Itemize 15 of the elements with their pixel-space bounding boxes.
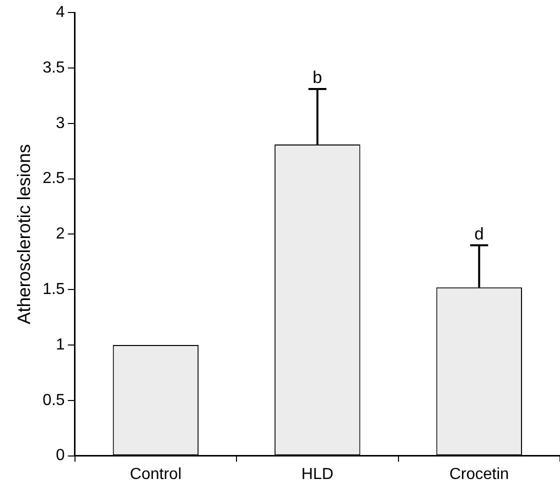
- x-tick-label: Control: [130, 466, 182, 483]
- x-tick-label: Crocetin: [449, 466, 509, 483]
- x-tick-label: HLD: [301, 466, 334, 483]
- annotation: b: [312, 68, 322, 88]
- y-tick-label: 3: [56, 114, 65, 132]
- y-tick-label: 2: [56, 226, 65, 243]
- y-tick-label: 4: [56, 4, 65, 22]
- y-tick-label: 1: [56, 336, 65, 354]
- y-tick-label: 0: [56, 447, 65, 464]
- y-axis-title: Atherosclerotic lesions: [14, 144, 34, 324]
- y-tick-label: 3.5: [42, 59, 65, 76]
- y-tick-label: 1.5: [42, 281, 65, 298]
- annotation: d: [474, 224, 484, 244]
- y-tick-label: 2.5: [42, 170, 65, 188]
- y-tick-label: 0.5: [42, 392, 65, 409]
